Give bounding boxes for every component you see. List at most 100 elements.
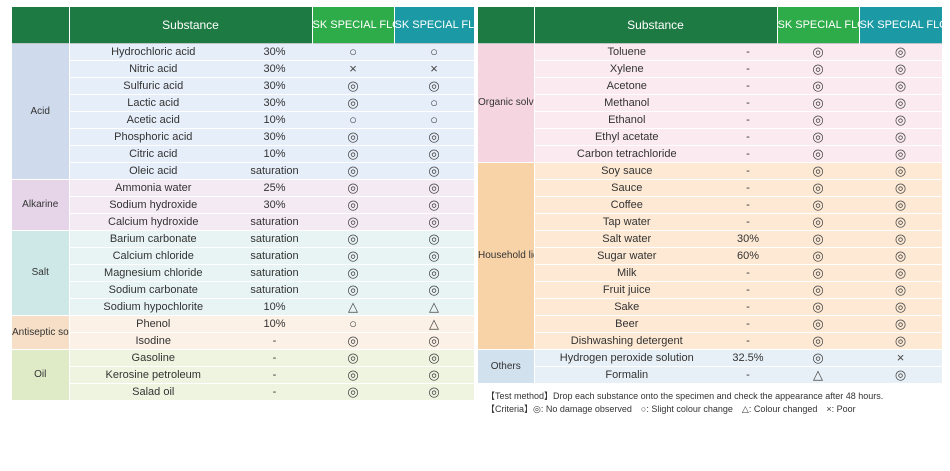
substance-name: Formalin xyxy=(534,366,719,384)
rating-ns: × xyxy=(394,60,474,78)
rating-ns: ◎ xyxy=(394,264,474,282)
table-row: Others Hydrogen peroxide solution 32.5% ◎ × xyxy=(478,349,942,384)
table-row: Phosphoric acid 30% ◎ ◎ xyxy=(12,128,474,146)
substance-name: Phenol xyxy=(69,315,237,333)
table-row: Coffee - ◎ ◎ xyxy=(478,196,942,214)
rating-ns: ◎ xyxy=(394,145,474,163)
substance-name: Carbon tetrachloride xyxy=(534,145,719,163)
concentration: - xyxy=(719,196,777,214)
table-row: Nitric acid 30% × × xyxy=(12,60,474,78)
concentration: 30% xyxy=(237,128,312,146)
table-row: Salad oil - ◎ ◎ xyxy=(12,383,474,401)
substance-name: Salad oil xyxy=(69,383,237,401)
rating-f4m: ◎ xyxy=(777,247,859,265)
concentration: - xyxy=(719,128,777,146)
substance-name: Soy sauce xyxy=(534,162,719,180)
substance-name: Sodium carbonate xyxy=(69,281,237,299)
substance-name: Salt water xyxy=(534,230,719,248)
header-category-cell xyxy=(12,7,70,44)
table-row: Sake - ◎ ◎ xyxy=(478,298,942,316)
rating-ns: ◎ xyxy=(394,196,474,214)
rating-f4m: ◎ xyxy=(312,196,394,214)
substance-name: Sodium hypochlorite xyxy=(69,298,237,316)
rating-ns: ◎ xyxy=(859,213,942,231)
table-row: Xylene - ◎ ◎ xyxy=(478,60,942,78)
table-row: Alkarine Ammonia water 25% ◎ ◎ xyxy=(12,179,474,231)
table-row: Citric acid 10% ◎ ◎ xyxy=(12,145,474,163)
rating-f4m: ◎ xyxy=(777,213,859,231)
rating-ns: ◎ xyxy=(859,196,942,214)
table-row: Salt water 30% ◎ ◎ xyxy=(478,230,942,248)
resistance-table-left: Substance SK SPECIAL FLOOR F-4M SK SPECI… xyxy=(12,7,475,401)
header-substance: Substance xyxy=(69,7,313,44)
rating-ns: ◎ xyxy=(394,213,474,231)
rating-ns: ◎ xyxy=(394,162,474,180)
rating-f4m: ◎ xyxy=(312,128,394,146)
concentration: - xyxy=(237,383,312,401)
category-label: Acid xyxy=(12,43,70,180)
rating-ns: ◎ xyxy=(859,60,942,78)
table-row: Sodium carbonate saturation ◎ ◎ xyxy=(12,281,474,299)
concentration: - xyxy=(719,281,777,299)
substance-name: Coffee xyxy=(534,196,719,214)
test-method-note: 【Test method】Drop each substance onto th… xyxy=(486,391,884,401)
rating-f4m: ◎ xyxy=(312,247,394,265)
concentration: - xyxy=(719,111,777,129)
rating-ns: ◎ xyxy=(394,383,474,401)
table-row: Oleic acid saturation ◎ ◎ xyxy=(12,162,474,180)
category-label: Antiseptic solution xyxy=(12,315,70,350)
concentration: - xyxy=(719,162,777,180)
rating-ns: ◎ xyxy=(394,230,474,248)
substance-name: Citric acid xyxy=(69,145,237,163)
concentration: - xyxy=(719,179,777,197)
rating-ns: ○ xyxy=(394,43,474,61)
header-substance: Substance xyxy=(534,7,778,44)
table-row: Kerosine petroleum - ◎ ◎ xyxy=(12,366,474,384)
concentration: 30% xyxy=(237,94,312,112)
table-row: Ethanol - ◎ ◎ xyxy=(478,111,942,129)
concentration: saturation xyxy=(237,247,312,265)
rating-f4m: ◎ xyxy=(312,349,394,367)
rating-f4m: ◎ xyxy=(777,145,859,163)
category-label: Salt xyxy=(12,230,70,316)
concentration: saturation xyxy=(237,162,312,180)
substance-name: Sodium hydroxide xyxy=(69,196,237,214)
criteria-note: 【Criteria】◎: No damage observed ○: Sligh… xyxy=(486,404,856,414)
rating-f4m: ◎ xyxy=(777,281,859,299)
table-row: Antiseptic solutionPhenol10%○△ xyxy=(12,315,474,350)
rating-f4m: ◎ xyxy=(312,179,394,197)
table-header-row: Substance SK SPECIAL FLOOR F-4M SK SPECI… xyxy=(478,7,943,44)
rating-ns: ◎ xyxy=(394,281,474,299)
rating-ns: ◎ xyxy=(394,366,474,384)
table-row: Sulfuric acid 30% ◎ ◎ xyxy=(12,77,474,95)
table-row: Carbon tetrachloride - ◎ ◎ xyxy=(478,145,942,163)
rating-f4m: ◎ xyxy=(777,128,859,146)
concentration: 30% xyxy=(237,196,312,214)
concentration: - xyxy=(719,94,777,112)
concentration: - xyxy=(237,366,312,384)
rating-f4m: ◎ xyxy=(777,349,859,367)
table-row: Dishwashing detergent - ◎ ◎ xyxy=(478,332,942,350)
rating-f4m: ◎ xyxy=(312,366,394,384)
category-label: Household liquid xyxy=(478,162,535,350)
rating-ns: ◎ xyxy=(394,179,474,197)
concentration: - xyxy=(719,332,777,350)
rating-ns: ◎ xyxy=(859,162,942,180)
rating-f4m: ◎ xyxy=(777,60,859,78)
table-row: Acetone - ◎ ◎ xyxy=(478,77,942,95)
substance-name: Dishwashing detergent xyxy=(534,332,719,350)
concentration: 60% xyxy=(719,247,777,265)
substance-name: Hydrochloric acid xyxy=(69,43,237,61)
substance-name: Barium carbonate xyxy=(69,230,237,248)
rating-ns: ◎ xyxy=(859,247,942,265)
rating-f4m: ◎ xyxy=(777,264,859,282)
concentration: 30% xyxy=(237,43,312,61)
substance-name: Fruit juice xyxy=(534,281,719,299)
concentration: 10% xyxy=(237,111,312,129)
concentration: 30% xyxy=(237,60,312,78)
substance-name: Ammonia water xyxy=(69,179,237,197)
substance-name: Phosphoric acid xyxy=(69,128,237,146)
substance-name: Tap water xyxy=(534,213,719,231)
rating-f4m: ◎ xyxy=(312,145,394,163)
rating-ns: ◎ xyxy=(859,264,942,282)
